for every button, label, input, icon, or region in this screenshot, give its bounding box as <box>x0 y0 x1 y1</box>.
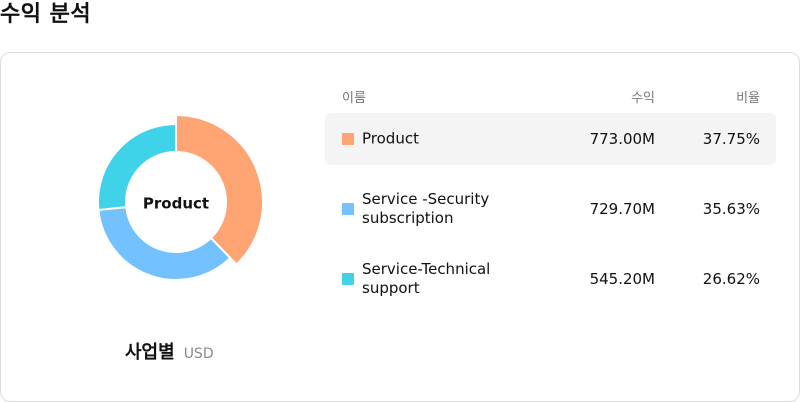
donut-slices <box>97 113 264 281</box>
chart-caption-unit: USD <box>183 346 214 362</box>
revenue-table: 이름 수익 비율 Product 773.00M 37.75% Service … <box>325 83 776 323</box>
table-row-product[interactable]: Product 773.00M 37.75% <box>325 113 776 165</box>
row-revenue: 729.70M <box>589 200 655 218</box>
header-ratio: 비율 <box>736 91 760 106</box>
row-revenue: 545.20M <box>589 270 655 288</box>
page-title: 수익 분석 <box>0 2 92 27</box>
header-revenue: 수익 <box>631 91 655 106</box>
chart-caption: 사업별 USD <box>125 338 214 364</box>
donut-slice-product[interactable] <box>175 113 264 266</box>
row-revenue: 773.00M <box>589 130 655 148</box>
legend-swatch-product <box>342 133 354 145</box>
row-name: Service-Technical support <box>362 260 491 297</box>
table-row-technical-support[interactable]: Service-Technical support 545.20M 26.62% <box>325 253 776 305</box>
chart-caption-title: 사업별 <box>125 342 175 363</box>
legend-swatch-security-subscription <box>342 203 354 215</box>
donut-slice-service-security-subscription[interactable] <box>97 205 232 281</box>
row-name: Product <box>362 129 419 148</box>
table-row-security-subscription[interactable]: Service -Security subscription 729.70M 3… <box>325 183 776 235</box>
donut-chart-svg: Product <box>97 113 264 281</box>
header-name: 이름 <box>342 91 366 106</box>
donut-chart: Product <box>91 113 271 293</box>
table-header: 이름 수익 비율 <box>325 83 776 113</box>
revenue-card: Product 사업별 USD 이름 수익 비율 Product 773.00M… <box>0 52 800 402</box>
donut-center-label: Product <box>143 195 209 213</box>
legend-swatch-technical-support <box>342 273 354 285</box>
row-ratio: 35.63% <box>702 200 760 218</box>
row-name: Service -Security subscription <box>362 190 490 227</box>
row-ratio: 26.62% <box>702 270 760 288</box>
row-ratio: 37.75% <box>702 130 760 148</box>
donut-slice-service-technical-support[interactable] <box>97 122 177 212</box>
